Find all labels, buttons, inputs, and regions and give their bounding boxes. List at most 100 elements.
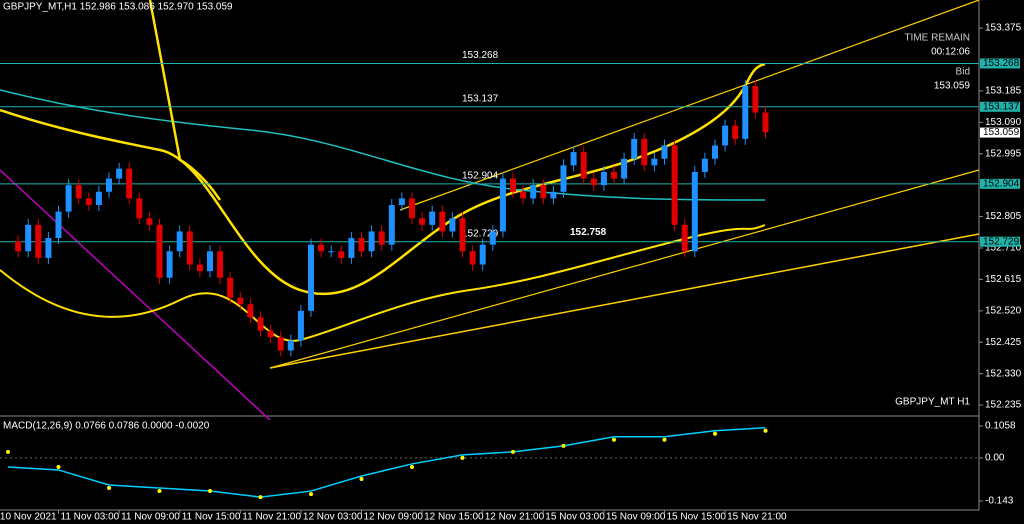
macd-signal-dot [208, 489, 212, 494]
macd-y-tick-label: 0.1058 [985, 421, 1016, 432]
candle [126, 168, 133, 199]
macd-signal-dot [561, 443, 566, 448]
band-lower [0, 224, 766, 342]
candle [217, 251, 224, 278]
candle [479, 244, 486, 265]
candle [681, 224, 688, 252]
y-tick-label: 152.995 [985, 148, 1022, 159]
level-tag-label: 153.137 [983, 101, 1020, 112]
macd-main-line [7, 426, 766, 498]
macd-label: MACD(12,26,9) 0.0766 0.0786 0.0000 -0.00… [3, 421, 210, 432]
macd-signal-dot [662, 437, 667, 442]
candle [146, 218, 153, 225]
candle [186, 231, 193, 265]
indicator-overlays [0, 0, 980, 421]
candle [237, 297, 244, 305]
candle [570, 152, 577, 166]
candle [600, 171, 607, 186]
candle [247, 304, 254, 318]
channel-line [399, 0, 980, 211]
candle [176, 231, 183, 252]
macd-signal-dot [107, 486, 111, 491]
candle [742, 85, 749, 139]
candle [560, 165, 567, 192]
candle [378, 231, 385, 245]
x-tick-label: 15 Nov 15:00 [667, 512, 727, 523]
candle [75, 185, 82, 199]
level-label: 153.137 [462, 93, 499, 104]
candle [297, 310, 304, 341]
candle [45, 238, 52, 258]
y-tick-label: 152.615 [985, 274, 1022, 285]
x-tick-label: 11 Nov 03:00 [61, 512, 120, 523]
candle [752, 85, 759, 113]
y-tick-label: 153.375 [985, 23, 1022, 34]
candle [530, 185, 537, 199]
channel-line [269, 233, 980, 369]
x-tick-label: 11 Nov 15:00 [182, 512, 241, 523]
level-tag-label: 152.904 [983, 178, 1020, 189]
candle [631, 138, 638, 159]
candle [499, 178, 506, 232]
candle [287, 340, 294, 351]
level-tag [980, 178, 1020, 189]
header: GBPJPY_MT,H1 152.986 153.086 152.970 153… [3, 2, 233, 13]
candle [25, 224, 32, 252]
candle [510, 178, 516, 192]
candle [388, 205, 395, 245]
x-tick-label: 15 Nov 09:00 [606, 512, 666, 523]
candle [35, 224, 42, 258]
y-tick-label: 152.520 [985, 305, 1022, 316]
level-tag [980, 236, 1020, 247]
level-tag [980, 101, 1020, 112]
macd-signal-dot [763, 428, 768, 433]
candle [106, 178, 112, 192]
candle [762, 112, 769, 133]
candle [368, 231, 375, 252]
candle [156, 224, 163, 278]
candle [95, 191, 102, 205]
candle [166, 251, 173, 278]
candle [449, 218, 456, 232]
macd-signal-dot [157, 489, 162, 494]
bid-tag-label: 153.059 [983, 127, 1020, 138]
big-level-label: 152.758 [570, 227, 607, 238]
macd-signal-dot [410, 464, 414, 469]
y-tick-label: 153.090 [985, 117, 1022, 128]
candle [732, 125, 739, 139]
macd-y-tick-label: 0.00 [985, 453, 1005, 464]
candle [661, 145, 668, 159]
macd-signal-dot [713, 431, 717, 436]
candle [338, 251, 345, 258]
candle [439, 211, 446, 232]
macd-signal-dot [56, 464, 61, 469]
candle [580, 152, 587, 179]
level-tag [980, 58, 1020, 69]
level-label: 153.268 [462, 50, 499, 61]
candle [419, 218, 426, 225]
candle [671, 145, 678, 225]
candle [489, 231, 496, 245]
candle [409, 198, 415, 219]
trend-line [0, 169, 271, 421]
candle [136, 198, 143, 219]
y-tick-label: 152.330 [985, 368, 1022, 379]
macd-signal-dot [511, 449, 515, 454]
candle [116, 168, 123, 179]
candle [520, 191, 527, 199]
y-tick-label: 153.185 [985, 86, 1022, 97]
candle [651, 158, 658, 166]
x-tick-label: 15 Nov 03:00 [545, 512, 605, 523]
candle [621, 158, 628, 179]
candle [196, 264, 203, 272]
macd-signal-dot [6, 449, 10, 454]
band-upper [0, 62, 766, 296]
time-remain: 00:12:06 [931, 47, 970, 58]
candle [267, 330, 274, 338]
y-tick-label: 152.235 [985, 400, 1022, 411]
candle [328, 251, 335, 253]
bid-label: Bid [956, 67, 970, 78]
candle [55, 211, 62, 239]
y-tick-label: 152.805 [985, 211, 1022, 222]
